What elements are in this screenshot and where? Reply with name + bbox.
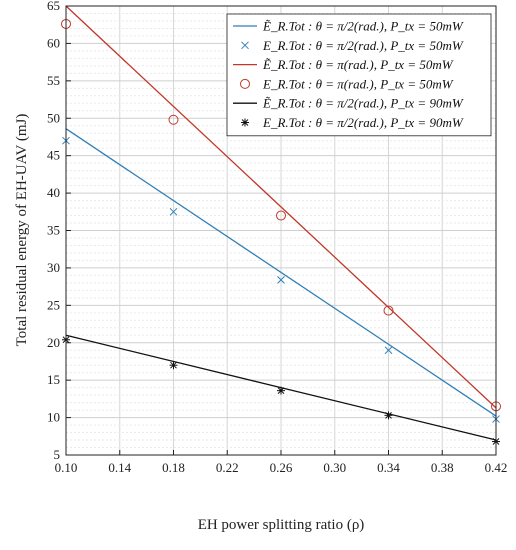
data-point-series-3 [168, 114, 179, 125]
legend-swatch [240, 78, 250, 89]
x-tick-label: 0.38 [431, 460, 454, 475]
legend: Ẽ_R.Tot : θ = π/2(rad.), P_tx = 50mW E_R… [226, 13, 492, 137]
y-tick-label: 55 [47, 73, 60, 88]
legend-item: Ẽ_R.Tot : θ = π/2(rad.), P_tx = 90mW [233, 96, 464, 111]
y-tick-label: 40 [47, 185, 60, 200]
x-tick-label: 0.26 [270, 460, 293, 475]
series-line-0 [65, 128, 497, 417]
series-line-2 [65, 5, 497, 409]
data-point-series-3 [276, 210, 286, 221]
data-point-series-5 [169, 361, 178, 370]
y-tick-label: 65 [47, 0, 60, 13]
x-tick-label: 0.30 [323, 460, 346, 475]
x-tick-label: 0.22 [216, 460, 239, 475]
data-point-series-5 [384, 411, 393, 420]
data-point-series-1 [277, 276, 285, 284]
ticks: 0.10 0.14 0.18 0.22 0.26 0.30 0.34 0.38 0.42 5 10 1… [47, 0, 507, 475]
x-tick-label: 0.18 [162, 460, 185, 475]
legend-box [226, 13, 492, 137]
y-tick-label: 60 [47, 35, 60, 50]
legend-label: Ẽ_R.Tot : θ = π/2(rad.), P_tx = 90mW [262, 96, 464, 111]
legend-label: Ẽ_R.Tot : θ = π/2(rad.), P_tx = 50mW [262, 19, 464, 34]
x-tick-label: 0.42 [485, 460, 508, 475]
y-tick-label: 25 [47, 297, 60, 312]
y-tick-label: 35 [47, 223, 60, 238]
data-point-series-1 [169, 207, 178, 216]
legend-item: Ẽ_R.Tot : θ = π/2(rad.), P_tx = 50mW [233, 19, 464, 34]
legend-item: E_R.Tot : θ = π(rad.), P_tx = 50mW [240, 76, 454, 91]
data-point-series-3 [383, 305, 394, 316]
legend-item: E_R.Tot : θ = π/2(rad.), P_tx = 50mW [241, 38, 464, 53]
y-tick-label: 30 [47, 260, 60, 275]
y-tick-label: 50 [47, 110, 60, 125]
legend-swatch [241, 118, 249, 127]
x-tick-label: 0.34 [377, 460, 400, 475]
legend-label: E_R.Tot : θ = π/2(rad.), P_tx = 50mW [262, 38, 464, 53]
legend-item: Ẽ_R.Tot : θ = π(rad.), P_tx = 50mW [233, 57, 454, 72]
y-axis-label: Total residual energy of EH-UAV (mJ) [14, 114, 30, 347]
legend-label: E_R.Tot : θ = π(rad.), P_tx = 50mW [262, 76, 454, 91]
y-tick-label: 20 [47, 335, 60, 350]
data-point-series-1 [384, 346, 393, 355]
legend-swatch [241, 41, 249, 50]
legend-label: E_R.Tot : θ = π/2(rad.), P_tx = 90mW [262, 115, 464, 130]
legend-item: E_R.Tot : θ = π/2(rad.), P_tx = 90mW [241, 115, 464, 130]
y-tick-label: 5 [54, 447, 61, 462]
legend-label: Ẽ_R.Tot : θ = π(rad.), P_tx = 50mW [262, 57, 454, 72]
x-tick-label: 0.10 [55, 460, 78, 475]
x-tick-label: 0.14 [108, 460, 131, 475]
y-tick-label: 15 [47, 372, 60, 387]
x-axis-label: EH power splitting ratio (ρ) [198, 517, 365, 533]
y-tick-label: 10 [47, 410, 60, 425]
data-point-series-5 [277, 386, 285, 395]
y-tick-label: 45 [47, 148, 60, 163]
